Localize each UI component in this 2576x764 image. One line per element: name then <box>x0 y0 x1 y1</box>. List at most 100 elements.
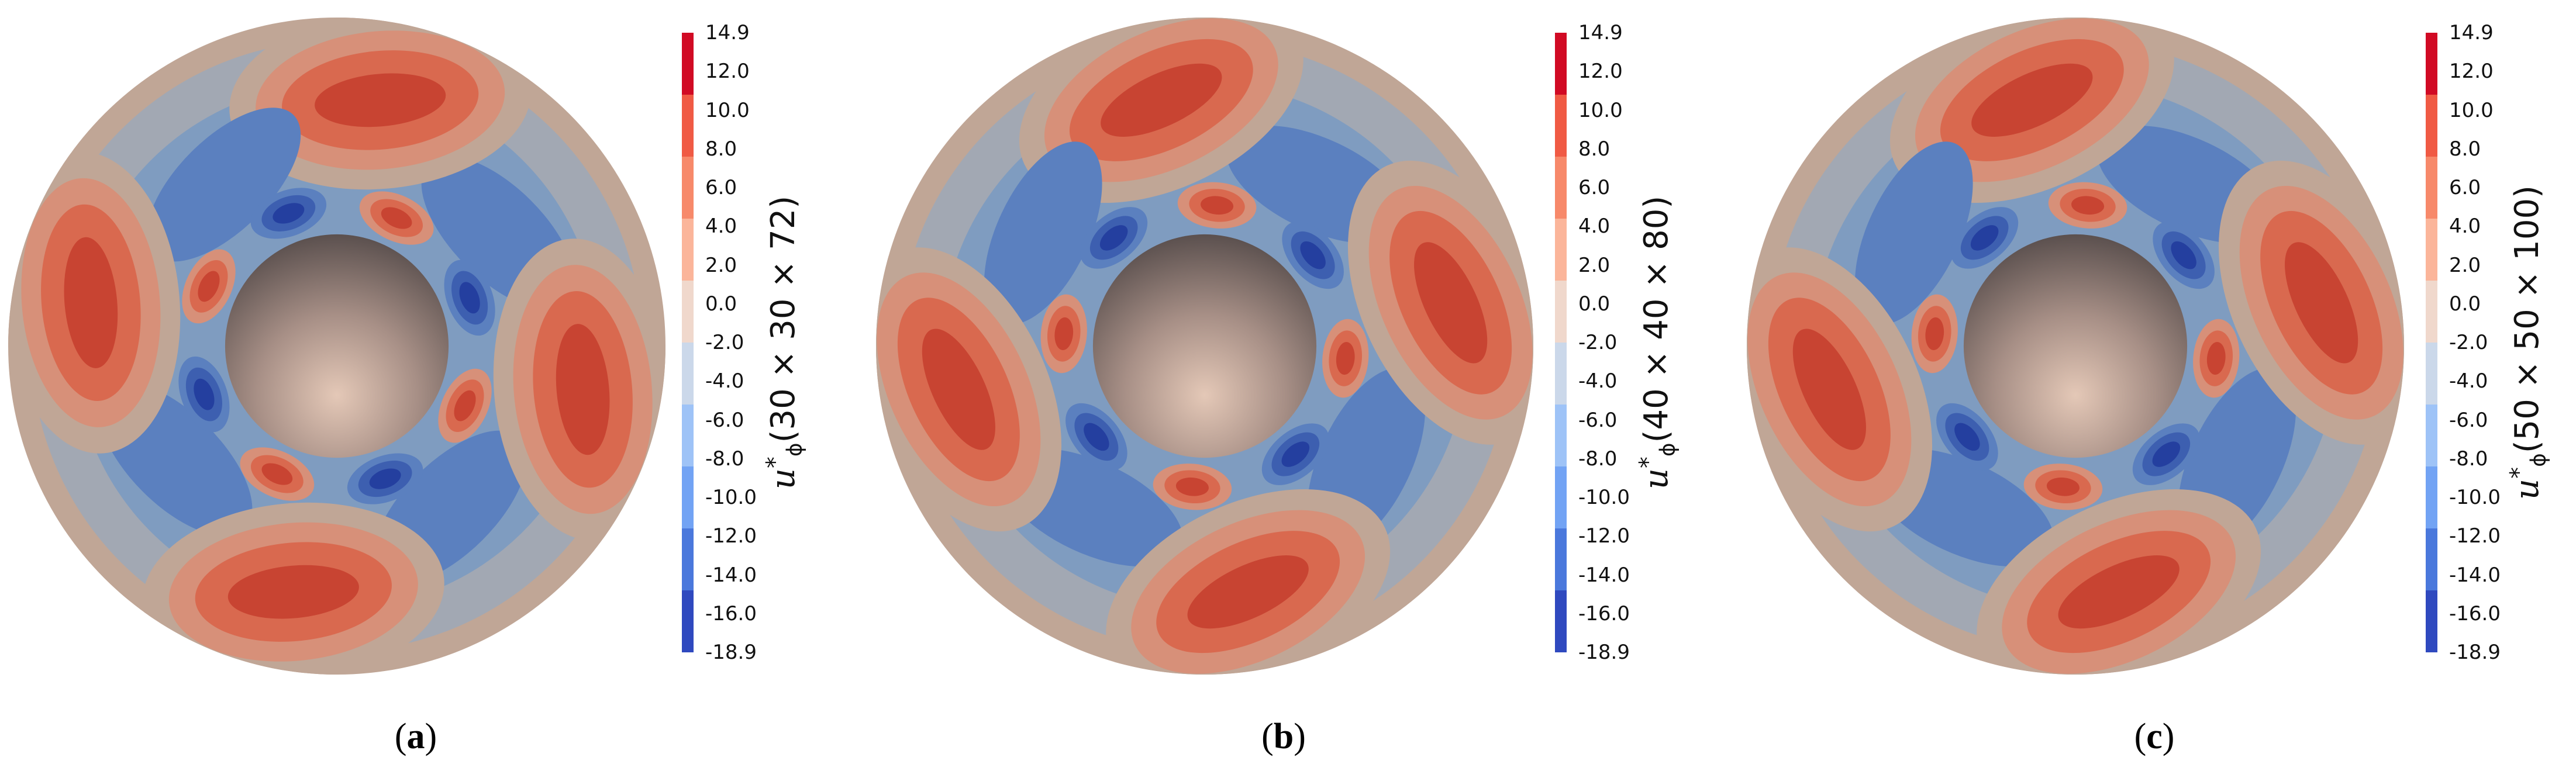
colorbar-tick-label: -18.9 <box>2449 641 2501 664</box>
positive-lobe <box>229 18 532 190</box>
colorbar-band <box>2426 33 2437 95</box>
colorbar <box>1555 33 1567 652</box>
colorbar-tick-label: 6.0 <box>2449 176 2481 199</box>
colorbar-tick-label: 0.0 <box>705 292 737 316</box>
superscript: * <box>1634 457 1662 469</box>
subscript: ϕ <box>2526 453 2551 467</box>
colorbar-tick-label: -16.0 <box>2449 601 2501 625</box>
colorbar-band <box>1555 95 1567 157</box>
grid-resolution: (50 × 50 × 100) <box>2508 185 2547 454</box>
colorbar-band <box>2426 95 2437 157</box>
inner-level-2 <box>2046 477 2080 496</box>
colorbar-band <box>682 528 694 590</box>
contour-level-blue <box>147 108 301 262</box>
positive-lobe <box>1347 160 1534 445</box>
subscript: ϕ <box>782 443 807 457</box>
colorbar-tick-label: -12.0 <box>1578 524 1630 548</box>
variable-symbol: u <box>1637 468 1676 490</box>
inner-level-2 <box>2171 241 2196 269</box>
inner-negative-lobe <box>347 453 423 504</box>
inner-positive-lobe <box>1911 294 1958 374</box>
contour-field <box>8 18 665 675</box>
contour-level-red-3 <box>2285 242 2358 364</box>
inner-level-2 <box>2206 342 2226 375</box>
inner-negative-lobe <box>2153 222 2215 289</box>
inner-level-2 <box>1054 317 1074 350</box>
colorbar-tick-label: 0.0 <box>2449 292 2481 316</box>
grid-resolution: (40 × 40 × 80) <box>1637 195 1676 443</box>
colorbar-tick-label: -14.0 <box>1578 563 1630 587</box>
inner-level-2 <box>1954 423 1980 451</box>
colorbar-band <box>682 343 694 405</box>
colorbar-band <box>682 219 694 281</box>
subscript: ϕ <box>1656 443 1680 457</box>
positive-lobe <box>2218 160 2405 445</box>
colorbar-tick-label: -16.0 <box>705 601 757 625</box>
inner-level-2 <box>1084 423 1109 451</box>
colorbar-band <box>682 281 694 343</box>
colorbar-band <box>1555 157 1567 219</box>
colorbar-band <box>2426 466 2437 528</box>
colorbar-band <box>2426 219 2437 281</box>
inner-positive-lobe <box>438 368 492 443</box>
inner-level-2 <box>381 207 412 229</box>
colorbar-tick-label: 12.0 <box>1578 60 1623 84</box>
superscript: * <box>761 457 789 469</box>
contour-level-red-3 <box>1101 63 1222 137</box>
inner-level-2 <box>1300 241 1326 269</box>
colorbar-tick-label: 12.0 <box>2449 60 2494 84</box>
colorbar-tick-label: 8.0 <box>2449 137 2481 161</box>
colorbar-band <box>1555 33 1567 95</box>
positive-lobe <box>1977 489 2261 676</box>
colorbar <box>2426 33 2437 652</box>
panel-letter: b <box>1273 717 1294 756</box>
colorbar-tick-label: -14.0 <box>2449 563 2501 587</box>
positive-lobe <box>493 238 665 541</box>
colorbar-tick-label: 8.0 <box>1578 137 1611 161</box>
colorbar-tick-label: -8.0 <box>705 447 744 471</box>
colorbar-tick-label: -2.0 <box>1578 331 1618 354</box>
contour-level-red-3 <box>1792 329 1866 450</box>
contour-level-blue <box>984 141 1102 324</box>
colorbar-tick-label: -2.0 <box>2449 331 2488 354</box>
colorbar-band <box>682 590 694 652</box>
colorbar-band <box>1555 405 1567 466</box>
inner-level-2 <box>1336 342 1355 375</box>
colorbar-tick-label: 6.0 <box>705 176 737 199</box>
colorbar-tick-label: -2.0 <box>705 331 744 354</box>
colorbar-band <box>1555 466 1567 528</box>
inner-positive-lobe <box>182 249 236 324</box>
inner-level-2 <box>1099 225 1128 251</box>
contour-level-red-3 <box>1971 63 2093 137</box>
grid-resolution: (30 × 30 × 72) <box>764 195 803 443</box>
inner-level-2 <box>2152 441 2181 467</box>
colorbar-tick-label: 4.0 <box>2449 215 2481 238</box>
colorbar-tick-label: -6.0 <box>705 408 744 432</box>
colorbar-tick-label: 10.0 <box>1578 98 1623 122</box>
contour-level-red-3 <box>1414 242 1488 364</box>
inner-positive-lobe <box>1322 319 1369 398</box>
colorbar-band <box>2426 157 2437 219</box>
inner-level-2 <box>454 390 476 421</box>
colorbar-tick-label: 2.0 <box>2449 253 2481 277</box>
positive-lobe <box>1746 247 1933 532</box>
colorbar-tick-label: -6.0 <box>2449 408 2488 432</box>
inner-positive-lobe <box>2048 182 2127 229</box>
colorbar-tick-label: -6.0 <box>1578 408 1618 432</box>
colorbar-tick-label: -8.0 <box>1578 447 1618 471</box>
colorbar-tick-label: 4.0 <box>705 215 737 238</box>
contour-field <box>1746 16 2405 676</box>
colorbar-tick-label: 2.0 <box>705 253 737 277</box>
inner-negative-lobe <box>1065 403 1127 471</box>
inner-positive-lobe <box>2023 464 2103 510</box>
colorbar-tick-label: 2.0 <box>1578 253 1611 277</box>
colorbar-band <box>1555 343 1567 405</box>
colorbar-tick-label: 6.0 <box>1578 176 1611 199</box>
colorbar-band <box>682 33 694 95</box>
panel-label: (a) <box>394 717 437 756</box>
colorbar-tick-label: 4.0 <box>1578 215 1611 238</box>
panel-letter: c <box>2146 717 2163 756</box>
contour-level-red-3 <box>315 73 446 127</box>
colorbar <box>682 33 694 652</box>
contour-level-red-3 <box>64 237 118 368</box>
